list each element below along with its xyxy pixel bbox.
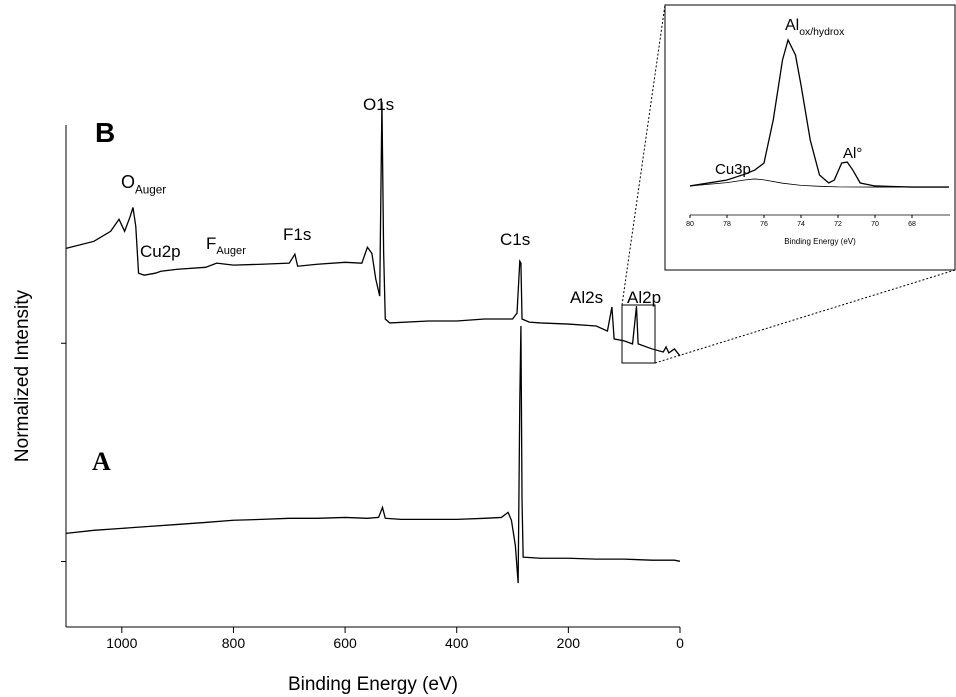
x-tick-label: 0 (676, 635, 684, 651)
x-tick-label: 76 (760, 221, 768, 228)
x-tick-label: 1000 (106, 635, 137, 651)
x-tick-label: 200 (557, 635, 581, 651)
peak-label: OAuger (121, 172, 166, 196)
peak-label-text: Al2s (570, 288, 603, 307)
x-tick-label: 70 (871, 221, 879, 228)
peak-label: Cu2p (140, 242, 181, 261)
x-tick-label: 800 (222, 635, 246, 651)
peak-label-text: Al (785, 17, 799, 34)
spectrum-line (65, 101, 681, 357)
peak-label: Al2s (570, 288, 603, 307)
zoom-connector (654, 269, 956, 364)
x-tick-label: 600 (333, 635, 357, 651)
x-tick-label: 68 (908, 221, 916, 228)
peak-label-subscript: Auger (135, 183, 166, 196)
peak-label: Alox/hydrox (785, 17, 845, 38)
peak-label: F1s (283, 225, 311, 244)
peak-label: O1s (363, 95, 394, 114)
spectrum-line (689, 178, 949, 188)
peak-label-text: Cu3p (715, 161, 751, 178)
y-axis-label: Normalized Intensity (12, 289, 33, 462)
peak-label-subscript: ox/hydrox (799, 27, 845, 38)
peak-label-text: F (206, 234, 216, 253)
peak-label-text: O (121, 172, 135, 192)
peak-label-text: O1s (363, 95, 394, 114)
peak-label: Cu3p (715, 161, 751, 178)
peak-label-text: C1s (500, 230, 530, 249)
peak-label: C1s (500, 230, 530, 249)
spectrum-line (65, 326, 681, 584)
inset-x-axis-label: Binding Energy (eV) (784, 237, 856, 246)
peak-label-text: B (95, 117, 115, 148)
zoom-box (621, 304, 656, 364)
peak-label-text: Al° (843, 145, 862, 162)
peak-label: B (95, 117, 115, 148)
peak-label: A (92, 447, 111, 476)
x-tick-label: 400 (445, 635, 469, 651)
peak-label: FAuger (206, 234, 246, 257)
x-tick-label: 72 (834, 221, 842, 228)
peak-label-text: Al2p (627, 288, 661, 307)
peak-label-text: F1s (283, 225, 311, 244)
peak-label-text: A (92, 447, 111, 476)
peak-label: Al2p (627, 288, 661, 307)
zoom-connector (621, 4, 666, 306)
peak-label-subscript: Auger (216, 245, 246, 257)
x-axis-label: Binding Energy (eV) (288, 674, 458, 695)
x-tick-label: 78 (723, 221, 731, 228)
x-tick-label: 74 (797, 221, 805, 228)
peak-label: Al° (843, 145, 862, 162)
spectrum-line (689, 38, 949, 188)
x-tick-label: 80 (686, 221, 694, 228)
peak-label-text: Cu2p (140, 242, 181, 261)
